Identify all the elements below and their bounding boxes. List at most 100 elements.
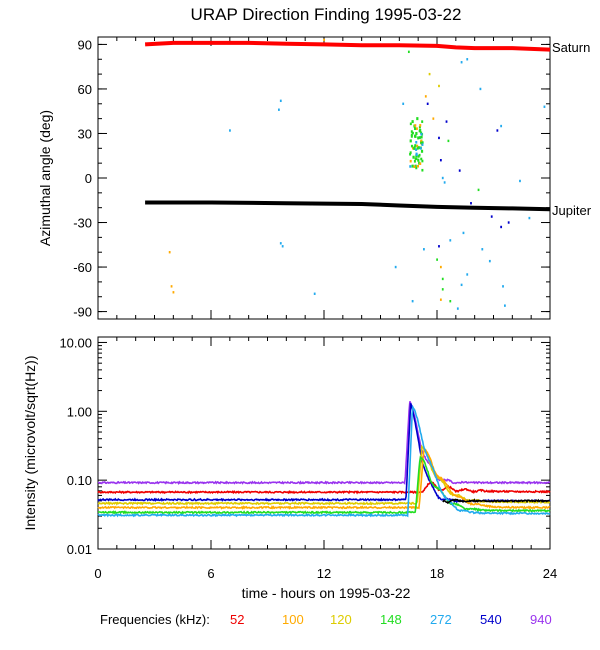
azimuth-burst-point: [410, 130, 413, 133]
intensity-x-tick-label: 12: [317, 566, 331, 581]
azimuth-burst-point: [409, 159, 412, 163]
azimuth-burst-point: [416, 117, 419, 121]
azimuth-x-ticks: [97, 37, 551, 319]
azimuth-point: [466, 273, 469, 276]
azimuth-burst-point: [415, 140, 418, 144]
azimuth-point: [543, 105, 546, 108]
azimuth-burst-point: [413, 165, 416, 168]
intensity-y-ticks: 10.00 1.00 0.10 0.01: [59, 335, 550, 557]
azimuth-point: [428, 72, 431, 76]
azimuth-point: [426, 102, 429, 105]
azimuth-point: [477, 188, 480, 192]
intensity-x-tick-label: 6: [207, 566, 214, 581]
azimuth-points: [168, 38, 546, 310]
azimuth-burst-point: [413, 134, 416, 138]
legend-entry-540: 540: [480, 612, 502, 627]
azimuth-point: [411, 299, 414, 303]
azimuth-burst-point: [419, 147, 422, 150]
azimuth-point: [439, 158, 442, 162]
intensity-y-tick-label: 0.10: [67, 473, 92, 488]
azimuth-burst-point: [409, 122, 412, 126]
azimuth-burst-point: [413, 145, 416, 149]
azimuth-burst-point: [415, 148, 418, 151]
intensity-line-540: [97, 403, 551, 504]
legend-label: Frequencies (kHz):: [100, 612, 210, 627]
jupiter-label: Jupiter: [552, 203, 592, 218]
azimuth-point: [507, 221, 510, 224]
azimuth-burst-point: [415, 131, 418, 135]
intensity-minor-ticks: [97, 337, 551, 549]
intensity-line-148: [97, 455, 551, 515]
azimuth-burst-point: [411, 164, 414, 168]
azimuth-burst-point: [410, 135, 413, 138]
azimuth-burst-point: [418, 136, 421, 139]
azimuth-y-tick-label: -30: [73, 216, 92, 231]
azimuth-y-axis-label: Azimuthal angle (deg): [37, 110, 53, 246]
azimuth-burst-point: [415, 152, 418, 156]
azimuth-burst-point: [421, 143, 424, 146]
azimuth-point: [402, 102, 405, 105]
azimuth-point: [281, 245, 284, 248]
azimuth-burst-point: [409, 165, 412, 168]
azimuth-burst-point: [421, 159, 424, 163]
azimuth-burst-point: [420, 139, 423, 143]
azimuth-point: [278, 108, 280, 111]
legend-entry-148: 148: [380, 612, 402, 627]
azimuth-burst-point: [417, 136, 420, 140]
azimuth-point: [528, 216, 531, 220]
azimuth-point: [449, 299, 452, 303]
azimuth-point: [462, 231, 465, 235]
azimuth-minor-ticks: [97, 37, 551, 319]
azimuth-point: [460, 283, 463, 287]
azimuth-y-tick-label: -60: [73, 260, 92, 275]
azimuth-point: [438, 84, 440, 88]
azimuth-point: [439, 265, 442, 269]
azimuth-point: [500, 225, 503, 229]
azimuth-point: [458, 169, 461, 172]
azimuth-burst-point: [413, 159, 416, 163]
azimuth-burst-point: [414, 144, 417, 147]
azimuth-line-saturn: [144, 40, 551, 52]
azimuth-burst-point: [415, 166, 418, 170]
azimuth-point: [229, 129, 231, 132]
azimuth-burst-point: [420, 135, 423, 139]
intensity-line-100: [97, 448, 551, 510]
azimuth-burst-point: [420, 157, 423, 161]
legend-entry-100: 100: [282, 612, 304, 627]
azimuth-point: [323, 38, 325, 42]
azimuth-burst-point: [414, 124, 417, 127]
azimuth-y-tick-label: -90: [73, 305, 92, 320]
azimuth-plot-frame: [97, 36, 551, 320]
azimuth-burst-point: [412, 155, 415, 159]
azimuth-point: [456, 307, 459, 310]
azimuth-burst-point: [420, 149, 424, 153]
azimuth-burst-point: [417, 164, 420, 168]
intensity-line-272: [97, 404, 551, 518]
intensity-x-tick-label: 18: [430, 566, 444, 581]
intensity-line-52: [97, 480, 551, 495]
azimuth-point: [490, 215, 493, 218]
azimuth-burst-point: [416, 144, 419, 148]
intensity-series: [97, 400, 551, 518]
azimuth-burst-point: [421, 168, 424, 172]
azimuth-y-ticks: 90 60 30 0 -30 -60 -90: [73, 37, 550, 320]
azimuth-point: [423, 248, 425, 251]
azimuth-burst-point: [412, 146, 415, 150]
intensity-x-tick-label: 24: [543, 566, 557, 581]
azimuth-point: [460, 61, 463, 64]
azimuth-burst-point: [415, 127, 418, 130]
azimuth-series: [144, 40, 551, 212]
azimuth-point: [449, 239, 452, 242]
intensity-y-tick-label: 10.00: [59, 335, 92, 350]
chart-title: URAP Direction Finding 1995-03-22: [191, 5, 462, 24]
azimuth-point: [313, 292, 316, 295]
legend-entry-120: 120: [330, 612, 352, 627]
azimuth-point: [424, 95, 427, 98]
azimuth-point: [470, 202, 472, 205]
azimuth-point: [438, 136, 440, 140]
intensity-plot-frame: [97, 336, 551, 550]
intensity-line-ref: [442, 498, 550, 505]
azimuth-point: [447, 139, 450, 143]
azimuth-y-tick-label: 60: [78, 82, 92, 97]
